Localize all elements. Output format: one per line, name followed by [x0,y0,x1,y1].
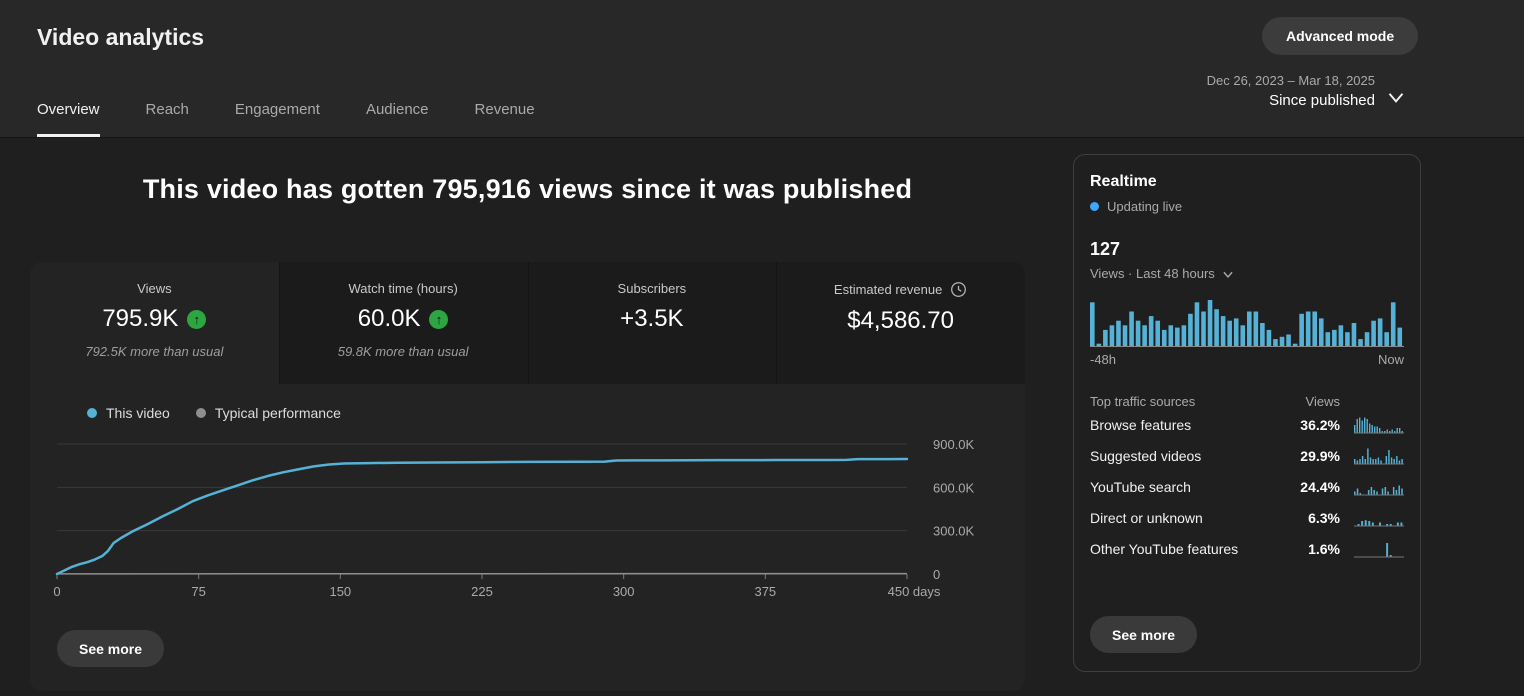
traffic-source-percent: 6.3% [1308,509,1340,526]
date-mode-text: Since published [1269,92,1375,109]
metric-subtext: 792.5K more than usual [85,344,224,359]
legend-label-typical-performance: Typical performance [214,405,341,421]
page-title: Video analytics [37,24,205,50]
date-range-selector[interactable]: Dec 26, 2023 – Mar 18, 2025 Since publis… [1207,73,1375,109]
traffic-source-label: Suggested videos [1090,447,1202,464]
live-dot-icon [1090,202,1099,211]
typical-performance-legend-dot [195,408,206,418]
traffic-source-percent: 36.2% [1300,416,1340,433]
traffic-source-label: Other YouTube features [1090,540,1239,557]
traffic-source-row: Suggested videos 29.9% [1090,440,1404,471]
metric-label: Watch time (hours) [348,281,458,296]
chart-legend: This video Typical performance [87,405,341,421]
svg-text:300.0K: 300.0K [933,524,975,539]
svg-text:450 days: 450 days [888,584,941,599]
svg-text:0: 0 [53,584,60,599]
realtime-bar-chart [1090,300,1404,347]
traffic-source-percent: 1.6% [1308,540,1340,557]
svg-text:150: 150 [329,584,351,599]
traffic-source-sparkline [1354,485,1404,495]
date-range-text: Dec 26, 2023 – Mar 18, 2025 [1206,73,1375,88]
header: Video analytics Advanced mode Dec 26, 20… [0,0,1524,138]
traffic-source-sparkline [1354,417,1404,433]
metric-value: 795.9K ↑ [30,305,279,333]
axis-label-start: -48h [1090,352,1117,367]
svg-text:375: 375 [754,584,776,599]
metric-card-estimated-revenue[interactable]: Estimated revenue $4,586.70 [776,262,1025,384]
traffic-source-sparkline [1354,519,1404,526]
traffic-header-sources: Top traffic sources [1090,394,1196,409]
trend-up-icon: ↑ [429,310,449,329]
traffic-source-row: Other YouTube features 1.6% [1090,533,1404,564]
realtime-caption-text: Views · Last 48 hours [1090,266,1215,281]
realtime-axis: -48h Now [1090,352,1404,367]
metric-label: Subscribers [617,281,687,296]
traffic-source-label: YouTube search [1090,478,1191,495]
metric-card-views[interactable]: Views 795.9K ↑ 792.5K more than usual [30,262,279,384]
realtime-metric-selector[interactable]: Views · Last 48 hours [1090,266,1404,281]
traffic-source-list: Browse features 36.2% Suggested videos 29.9… [1090,409,1404,564]
traffic-source-percent: 29.9% [1300,447,1340,464]
see-more-button[interactable]: See more [57,630,165,667]
metric-card-watch-time[interactable]: Watch time (hours) 60.0K ↑ 59.8K more tha… [278,262,528,384]
realtime-count: 127 [1090,239,1121,259]
svg-text:225: 225 [471,584,493,599]
traffic-source-row: YouTube search 24.4% [1090,471,1404,502]
metric-row: Views 795.9K ↑ 792.5K more than usual Wat… [30,262,1025,384]
svg-text:75: 75 [191,584,205,599]
realtime-see-more-button[interactable]: See more [1090,616,1198,653]
tab-audience[interactable]: Audience [365,101,429,118]
metric-subtext: 59.8K more than usual [337,344,469,359]
metric-value: 60.0K ↑ [279,305,528,333]
cumulative-views-chart[interactable]: 0 300.0K 600.0K 900.0K 0 75 150 225 300 375 450 da… [30,430,1025,630]
metric-label: Views [137,281,172,296]
legend-label-this-video: This video [106,405,170,421]
realtime-title: Realtime [1090,173,1157,190]
tab-bar: Overview Reach Engagement Audience Reven… [37,101,535,137]
metric-label: Estimated revenue [776,281,1025,298]
axis-label-end: Now [1377,352,1404,367]
traffic-header-views: Views [1305,394,1340,409]
tab-overview[interactable]: Overview [37,101,100,137]
traffic-source-row: Direct or unknown 6.3% [1090,502,1404,533]
traffic-table-header: Top traffic sources Views [1090,394,1404,409]
metric-value: $4,586.70 [847,307,955,334]
trend-up-icon: ↑ [187,310,207,329]
overview-card: Views 795.9K ↑ 792.5K more than usual Wat… [30,262,1025,691]
svg-text:300: 300 [613,584,635,599]
svg-text:0: 0 [933,567,940,582]
chevron-down-icon [1223,271,1233,278]
svg-text:900.0K: 900.0K [933,437,975,452]
advanced-mode-button[interactable]: Advanced mode [1262,17,1419,55]
tab-engagement[interactable]: Engagement [234,101,320,118]
traffic-source-row: Browse features 36.2% [1090,409,1404,440]
traffic-source-label: Direct or unknown [1090,509,1203,526]
headline: This video has gotten 795,916 views sinc… [142,174,913,204]
realtime-panel: Realtime Updating live 127 Views · Last … [1073,154,1421,672]
traffic-source-sparkline [1354,448,1404,464]
this-video-legend-dot [87,408,97,418]
traffic-source-sparkline [1354,542,1404,557]
realtime-status-text: Updating live [1107,199,1183,214]
tab-revenue[interactable]: Revenue [474,101,535,118]
traffic-source-percent: 24.4% [1300,478,1340,495]
chevron-down-icon[interactable] [1383,84,1409,110]
metric-value: +3.5K [620,305,684,332]
svg-text:600.0K: 600.0K [933,480,975,495]
realtime-status: Updating live [1090,199,1404,214]
traffic-source-label: Browse features [1090,416,1192,433]
clock-icon [951,282,967,297]
metric-card-subscribers[interactable]: Subscribers +3.5K [527,262,777,384]
tab-reach[interactable]: Reach [145,101,189,118]
